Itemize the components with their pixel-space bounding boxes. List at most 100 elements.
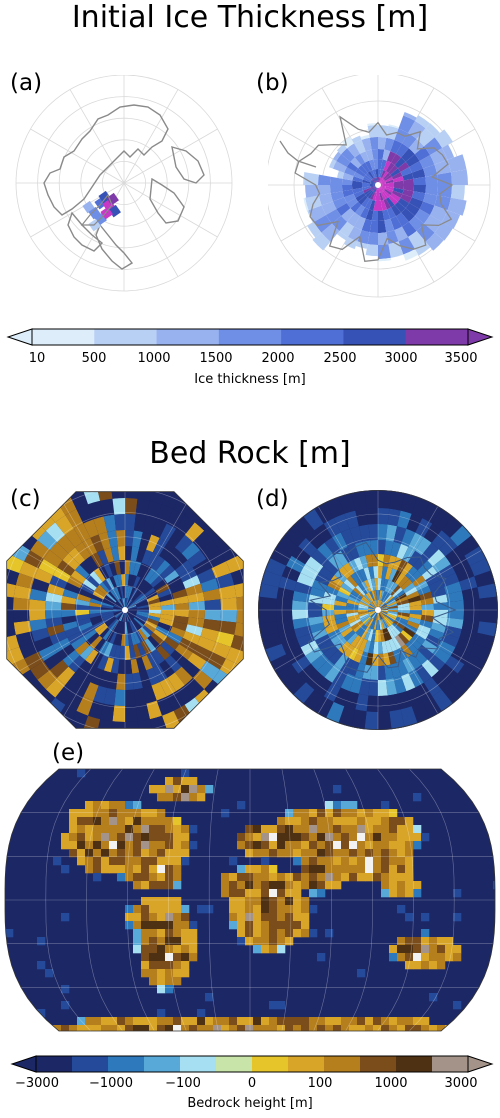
- antarctic-ice-cell: [332, 197, 347, 209]
- antarctic-bedrock-cell: [347, 660, 360, 677]
- arctic-bedrock-cell: [60, 602, 76, 610]
- global-bedrock-cell: [293, 817, 302, 826]
- arctic-bedrock-cell: [88, 700, 104, 720]
- global-bedrock-cell: [309, 849, 318, 858]
- arctic-bedrock-cell: [13, 620, 32, 635]
- antarctic-bedrock-cell: [314, 523, 333, 543]
- arctic-bedrock-cell: [127, 586, 133, 599]
- antarctic-bedrock-cell: [397, 510, 412, 529]
- antarctic-bedrock-cell: [397, 606, 410, 610]
- arctic-bedrock-cell: [125, 602, 136, 610]
- arctic-bedrock-cell: [174, 610, 190, 618]
- global-bedrock-cell: [293, 849, 302, 858]
- global-bedrock-cell: [205, 905, 214, 914]
- global-bedrock-cell: [333, 801, 342, 810]
- antarctic-bedrock-cell: [328, 649, 344, 665]
- north-pole-marker: [122, 607, 128, 613]
- global-bedrock-cell: [157, 897, 166, 906]
- global-bedrock-cell: [229, 905, 238, 914]
- global-bedrock-cell: [189, 937, 198, 946]
- global-bedrock-cell: [325, 873, 334, 882]
- arctic-bedrock-cell: [65, 691, 84, 711]
- global-bedrock-cell: [45, 969, 54, 978]
- antarctic-ice-cell: [369, 200, 376, 211]
- ice-colorbar-swatch: [343, 329, 407, 345]
- antarctic-ice-cell: [385, 185, 395, 188]
- arctic-bedrock-cell: [103, 597, 115, 605]
- arctic-bedrock-cell: [99, 581, 110, 593]
- global-bedrock-cell: [453, 1025, 462, 1031]
- bed-colorbar-extend-low: [10, 1055, 37, 1073]
- global-bedrock-cell: [253, 937, 262, 946]
- arctic-bedrock-cell: [113, 610, 125, 612]
- arctic-bedrock-meridian: [124, 548, 231, 611]
- antarctic-bedrock-cell: [369, 619, 375, 629]
- antarctic-bedrock-cell: [438, 537, 458, 557]
- antarctic-bedrock-cell: [368, 523, 378, 541]
- antarctic-bedrock-cell: [318, 566, 335, 581]
- global-bedrock-cell: [117, 825, 126, 834]
- antarctic-bedrock-cell: [400, 491, 419, 514]
- arctic-bedrock-meridian: [124, 609, 231, 672]
- global-bedrock-cell: [349, 865, 358, 874]
- arctic-bedrock-cell: [113, 604, 125, 610]
- antarctic-bedrock-cell: [338, 641, 351, 654]
- antarctic-bedrock-cell: [378, 665, 386, 681]
- global-bedrock-cell: [125, 801, 134, 810]
- arctic-bedrock-cell: [147, 615, 161, 622]
- antarctic-bedrock-cell: [300, 564, 319, 580]
- arctic-bedrock-cell: [136, 547, 147, 563]
- antarctic-bedrock-cell: [368, 641, 375, 654]
- antarctic-bedrock-cell: [394, 593, 407, 602]
- global-bedrock-cell: [293, 921, 302, 930]
- antarctic-bedrock-cell: [405, 641, 418, 654]
- greenland-ice-cell: [106, 192, 119, 206]
- global-bedrock-cell: [333, 857, 342, 866]
- global-bedrock-cell: [165, 881, 174, 890]
- global-bedrock-cell: [285, 849, 294, 858]
- antarctic-bedrock-cell: [378, 711, 392, 730]
- arctic-bedrock-cell: [6, 595, 14, 610]
- global-bedrock-cell: [237, 865, 246, 874]
- antarctic-bedrock-cell: [367, 592, 374, 602]
- antarctic-bedrock-cell: [291, 546, 311, 565]
- antarctic-ice-cell: [385, 179, 394, 184]
- global-meridian: [127, 769, 155, 1031]
- global-bedrock-cell: [261, 833, 270, 842]
- antarctic-ice-cell: [347, 212, 360, 227]
- global-bedrock-cell: [125, 1017, 134, 1026]
- global-bedrock-cell: [13, 1025, 22, 1031]
- antarctic-ice-cell: [378, 136, 387, 150]
- global-bedrock-cell: [349, 825, 358, 834]
- global-bedrock-cell: [245, 873, 254, 882]
- antarctic-bedrock-cell: [350, 590, 363, 600]
- antarctic-ice-cell: [370, 170, 376, 179]
- bed-colorbar-swatch: [36, 1056, 73, 1072]
- global-bedrock-cell: [301, 841, 310, 850]
- arctic-bedrock-cell: [204, 610, 221, 621]
- antarctic-ice-cell: [341, 148, 355, 162]
- bedrock-title: Bed Rock [m]: [149, 436, 351, 471]
- arctic-bedrock-cell: [160, 641, 175, 656]
- global-bedrock-cell: [261, 889, 270, 898]
- global-bedrock-cell: [389, 817, 398, 826]
- antarctic-bedrock-cell: [323, 560, 339, 576]
- arctic-bedrock-cell: [110, 658, 120, 674]
- antarctic-bedrock-cell: [406, 513, 423, 533]
- antarctic-bedrock-cell: [358, 612, 369, 617]
- antarctic-bedrock-cell: [330, 575, 344, 587]
- antarctic-bedrock-cell: [441, 572, 460, 587]
- antarctic-bedrock-cell: [397, 691, 412, 710]
- global-bedrock-cell: [397, 817, 406, 826]
- global-bedrock-cell: [301, 817, 310, 826]
- global-bedrock-cell: [413, 937, 422, 946]
- arctic-bedrock-cell: [192, 669, 213, 690]
- global-bedrock-cell: [173, 817, 182, 826]
- global-bedrock-cell: [253, 921, 262, 930]
- global-bedrock-cell: [253, 945, 262, 954]
- global-bedrock-cell: [301, 921, 310, 930]
- antarctic-bedrock-cell: [375, 589, 378, 601]
- antarctic-bedrock-cell: [334, 610, 347, 615]
- antarctic-bedrock-cell: [334, 600, 347, 607]
- arctic-bedrock-cell: [187, 550, 207, 568]
